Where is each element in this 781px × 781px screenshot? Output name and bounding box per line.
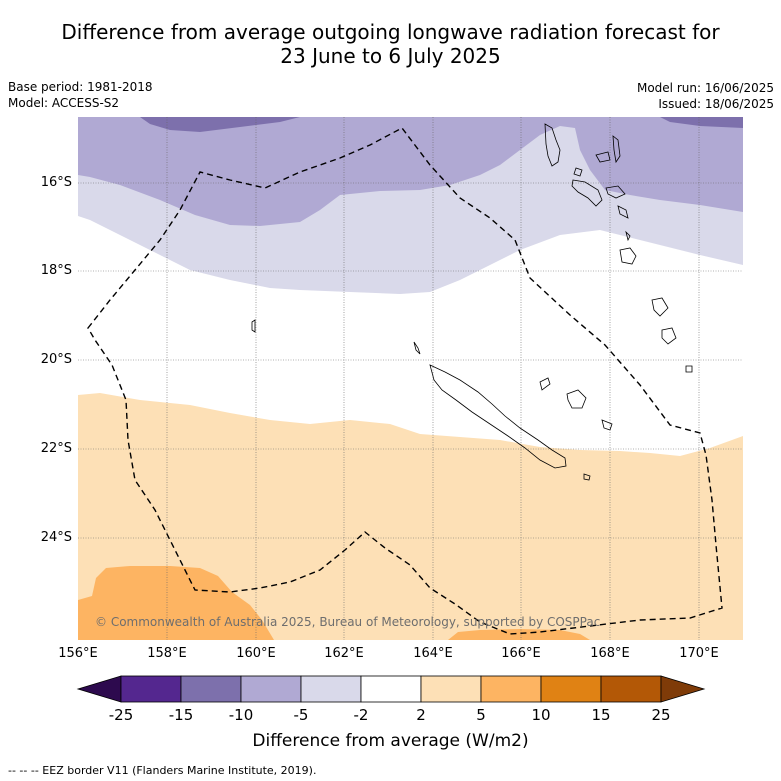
colorbar-tick: 10: [531, 706, 551, 724]
olr-band-lavender: [78, 117, 743, 226]
issued-date: Issued: 18/06/2025: [658, 97, 774, 111]
copyright-text: © Commonwealth of Australia 2025, Bureau…: [95, 615, 600, 629]
vanuatu-coast: [544, 123, 561, 167]
model-run: Model run: 16/06/2025: [636, 81, 774, 95]
new-caledonia-coast: [429, 364, 567, 469]
olr-band-purple-east: [660, 117, 743, 128]
eez-legend-note: -- -- -- EEZ border V11 (Flanders Marine…: [8, 764, 317, 777]
lon-label-164e: 164°E: [413, 646, 453, 661]
colorbar-extend-high: [660, 675, 706, 703]
graticule: [78, 117, 743, 640]
olr-band-orange-sw: [78, 566, 274, 640]
lon-label-168e: 168°E: [590, 646, 630, 661]
lat-label-18s: 18°S: [40, 263, 72, 278]
lat-label-22s: 22°S: [40, 441, 72, 456]
lon-label-158e: 158°E: [147, 646, 187, 661]
colorbar-tick: -25: [108, 706, 134, 724]
colorbar: [76, 675, 706, 703]
lon-label-156e: 156°E: [58, 646, 98, 661]
colorbar-tick: -15: [168, 706, 194, 724]
map-title-line2: 23 June to 6 July 2025: [280, 44, 501, 68]
colorbar-tick: 25: [651, 706, 671, 724]
coastlines: [251, 123, 693, 481]
olr-band-orange-s: [448, 629, 590, 640]
eez-border: [87, 127, 723, 635]
colorbar-tick: 2: [416, 706, 426, 724]
model-name: Model: ACCESS-S2: [8, 96, 120, 110]
base-period: Base period: 1981-2018: [8, 80, 153, 94]
colorbar-extend-low: [76, 675, 122, 703]
olr-band-purple: [140, 117, 300, 132]
colorbar-tick: 15: [591, 706, 611, 724]
colorbar-title: Difference from average (W/m2): [252, 731, 529, 751]
lat-label-16s: 16°S: [40, 175, 72, 190]
lat-label-24s: 24°S: [40, 530, 72, 545]
olr-band-peach: [78, 393, 743, 640]
lon-label-170e: 170°E: [679, 646, 719, 661]
lon-label-166e: 166°E: [501, 646, 541, 661]
colorbar-tick: -5: [293, 706, 309, 724]
colorbar-tick: -10: [228, 706, 254, 724]
colorbar-tick: 5: [476, 706, 486, 724]
map-title-line1: Difference from average outgoing longwav…: [61, 20, 720, 44]
lat-label-20s: 20°S: [40, 352, 72, 367]
lon-label-162e: 162°E: [324, 646, 364, 661]
colorbar-tick: -2: [353, 706, 369, 724]
lon-label-160e: 160°E: [236, 646, 276, 661]
